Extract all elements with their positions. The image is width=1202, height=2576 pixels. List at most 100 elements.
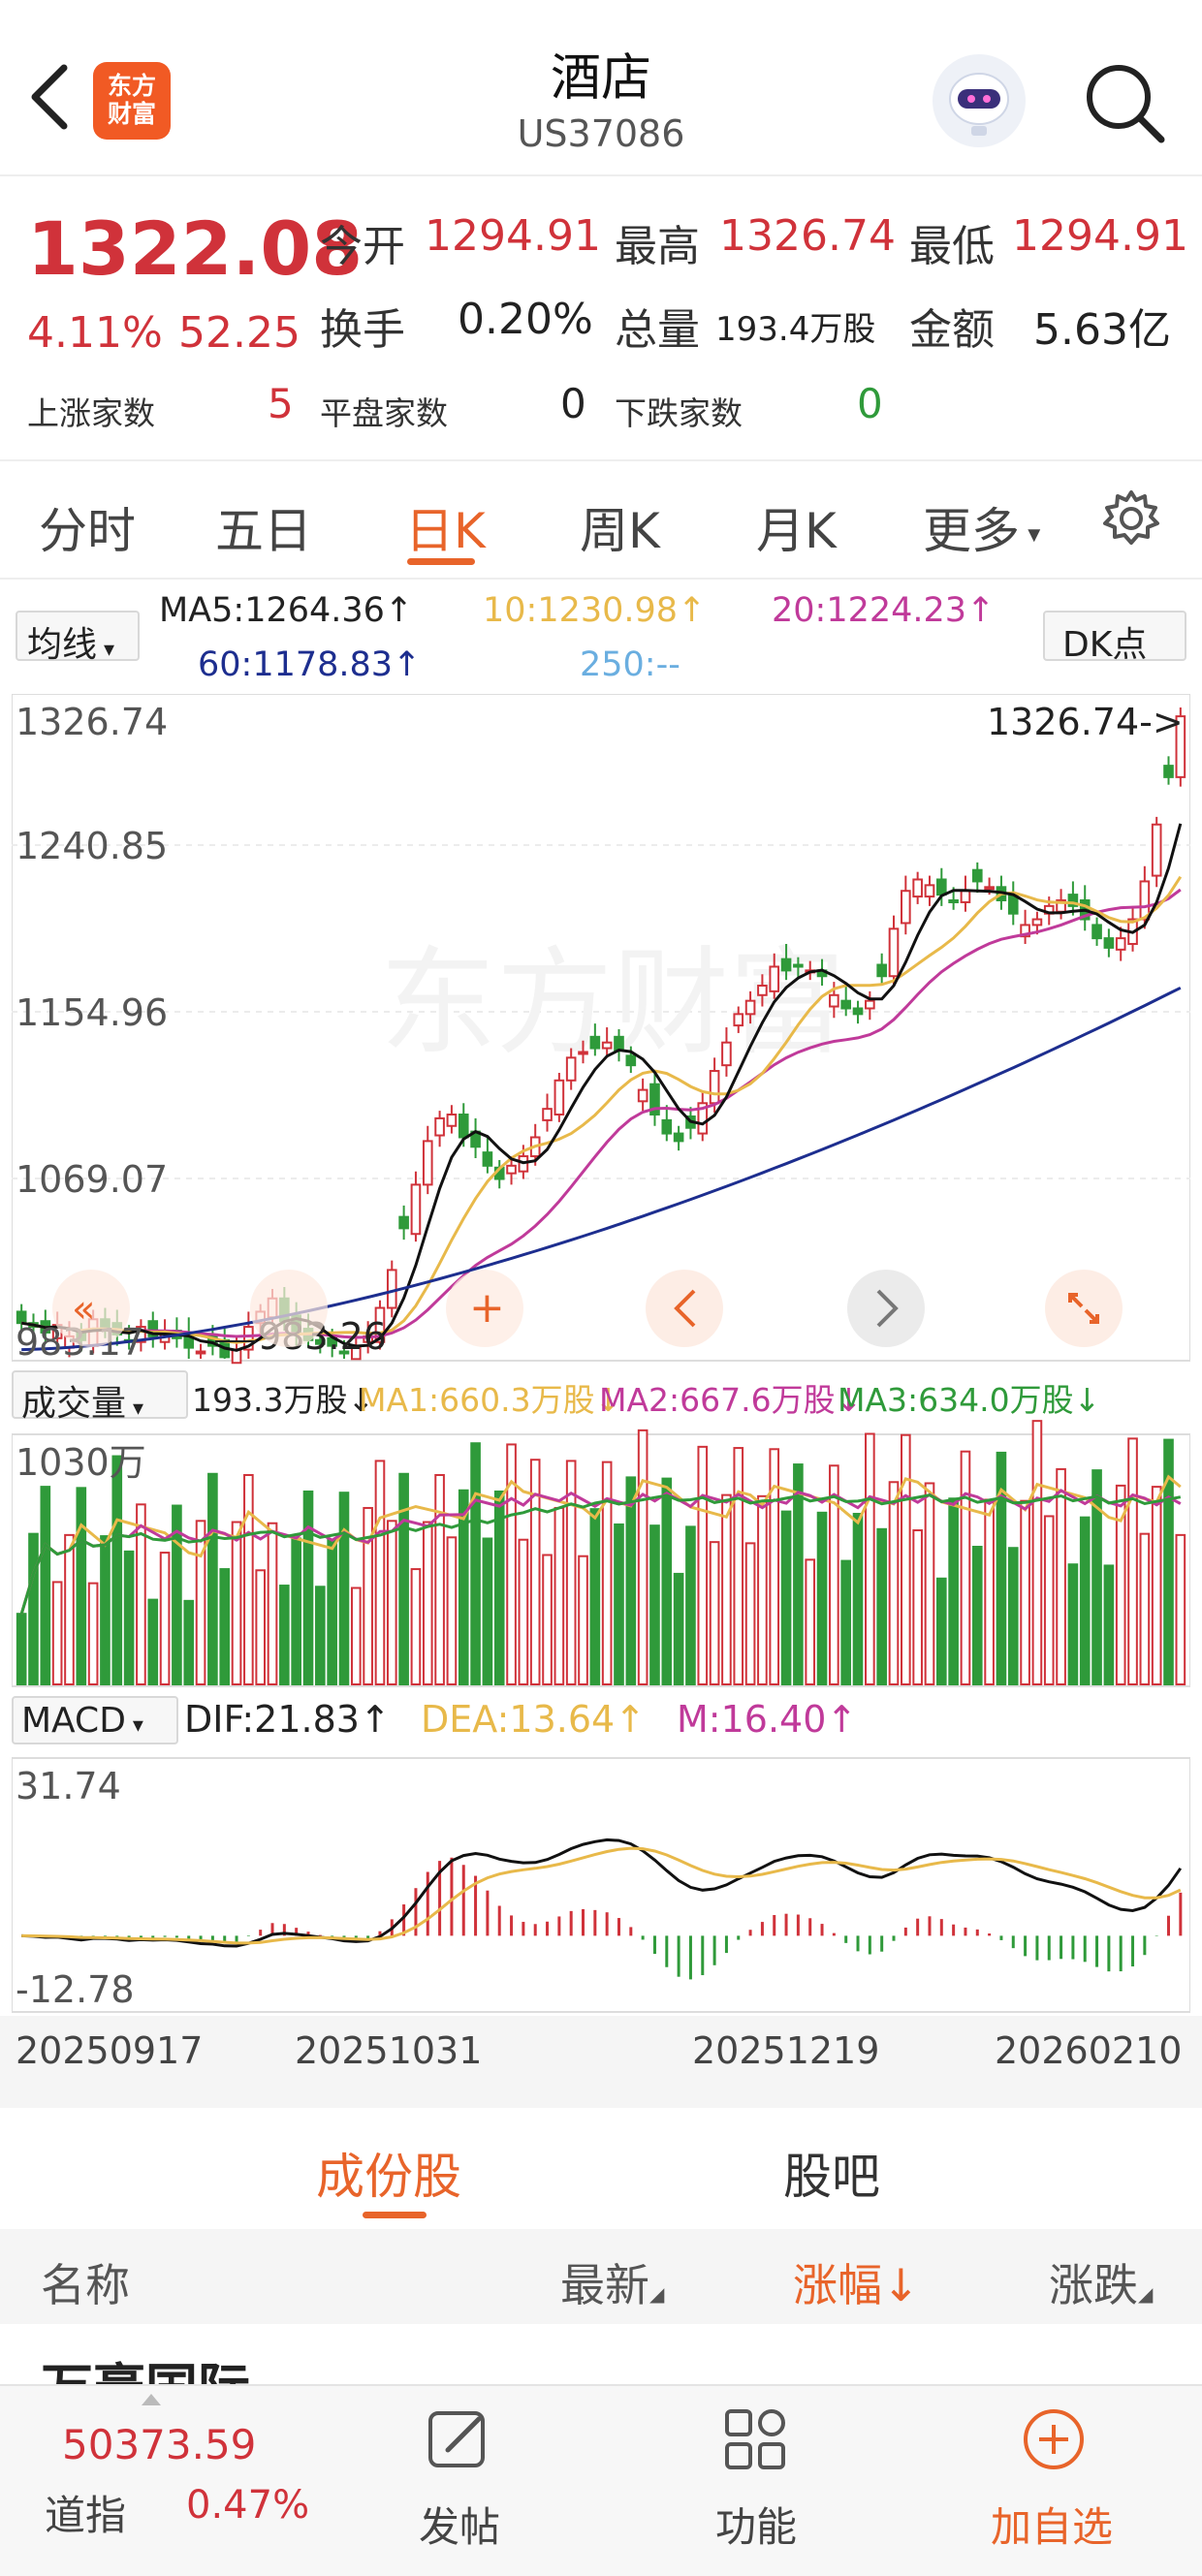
volume-bar xyxy=(554,1506,565,1686)
volume-bar xyxy=(172,1504,182,1686)
volume-bar xyxy=(1103,1564,1115,1685)
volume-bar xyxy=(1007,1547,1019,1686)
col-change[interactable]: 涨跌◢ xyxy=(1049,2250,1153,2314)
rewind-button[interactable] xyxy=(52,1270,130,1347)
candle-body xyxy=(589,1035,601,1050)
col-change-label: 涨跌 xyxy=(1049,2259,1138,2311)
zoom-in-button[interactable] xyxy=(446,1270,523,1347)
col-name[interactable]: 名称 xyxy=(41,2259,130,2311)
volume-bar xyxy=(410,1568,422,1685)
settings-gear-icon[interactable] xyxy=(1099,487,1163,550)
candle-body xyxy=(482,1151,493,1167)
volume-bar xyxy=(649,1524,660,1685)
change-percent: 4.11% xyxy=(27,308,163,358)
volume-bar xyxy=(948,1497,959,1686)
high-label: 最高 xyxy=(615,222,700,271)
zoom-out-button[interactable] xyxy=(250,1270,328,1347)
tab-constituents[interactable]: 成份股 xyxy=(316,2149,461,2205)
prev-button[interactable] xyxy=(646,1270,723,1347)
post-edit-icon[interactable] xyxy=(425,2405,492,2473)
volume-bar xyxy=(1020,1499,1030,1686)
volume-label: 总量 xyxy=(615,305,700,355)
search-icon[interactable] xyxy=(1076,54,1173,151)
candle-body xyxy=(971,868,983,883)
volume-bar xyxy=(1151,1486,1162,1686)
candle-body xyxy=(637,1088,648,1103)
tab-forum[interactable]: 股吧 xyxy=(783,2149,880,2205)
candle-body xyxy=(338,1350,350,1355)
volume-bar xyxy=(482,1537,493,1686)
amount-value: 5.63亿 xyxy=(1033,305,1171,355)
volume-bar xyxy=(625,1476,637,1686)
tab-more[interactable]: 更多 ▾ xyxy=(923,492,1040,562)
volume-bar xyxy=(363,1506,373,1686)
dk-point-button[interactable]: DK点 xyxy=(1043,611,1186,665)
lower-tabs-bar xyxy=(0,2109,1202,2229)
function-grid-icon[interactable] xyxy=(721,2405,789,2473)
function-label[interactable]: 功能 xyxy=(715,2503,798,2551)
back-arrow-icon[interactable] xyxy=(21,58,79,136)
volume-bar xyxy=(315,1586,326,1686)
tab-monthly-k[interactable]: 月K xyxy=(756,503,837,559)
tab-weekly-k[interactable]: 周K xyxy=(580,503,660,559)
tab-daily-k[interactable]: 日K xyxy=(405,503,486,559)
candle-body xyxy=(506,1164,517,1175)
candle-body xyxy=(829,993,839,1008)
app-logo[interactable]: 东方财富 xyxy=(93,62,171,140)
candle-body xyxy=(924,884,935,898)
volume-ma2: MA2:667.6万股↓ xyxy=(599,1381,863,1419)
candle-body xyxy=(136,1326,146,1343)
turnover-value: 0.20% xyxy=(458,295,593,344)
volume-bar xyxy=(506,1443,517,1685)
volume-bar xyxy=(16,1613,27,1685)
next-button[interactable] xyxy=(847,1270,925,1347)
index-value[interactable]: 50373.59 xyxy=(62,2421,257,2468)
down-count-label: 下跌家数 xyxy=(615,394,743,432)
candle-body xyxy=(793,963,804,968)
dropdown-arrow-icon: ▾ xyxy=(1020,519,1041,550)
index-name[interactable]: 道指 xyxy=(45,2492,127,2539)
candle-body xyxy=(744,999,756,1016)
volume-bar xyxy=(51,1581,63,1686)
volume-bar xyxy=(255,1569,267,1685)
volume-bar xyxy=(338,1492,350,1685)
volume-bar xyxy=(852,1513,864,1685)
ma-selector[interactable]: 均线 ▾ xyxy=(16,611,140,665)
expand-caret-icon[interactable] xyxy=(142,2394,161,2405)
candle-body xyxy=(709,1070,720,1105)
volume-bar xyxy=(578,1555,588,1685)
col-latest[interactable]: 最新◢ xyxy=(560,2250,664,2314)
tab-more-label: 更多 xyxy=(923,503,1020,559)
post-label[interactable]: 发帖 xyxy=(419,2503,501,2551)
fullscreen-button[interactable] xyxy=(1045,1270,1123,1347)
ma20-line xyxy=(20,888,1182,1339)
candle-body xyxy=(434,1116,445,1137)
assistant-robot-icon[interactable] xyxy=(933,54,1026,147)
tab-five-day[interactable]: 五日 xyxy=(215,503,312,559)
y-tick-1: 1326.74 xyxy=(16,701,168,743)
add-watchlist-icon[interactable] xyxy=(1020,2405,1088,2473)
volume-bar xyxy=(1175,1533,1186,1685)
down-count: 0 xyxy=(857,380,883,427)
candle-body xyxy=(374,1306,386,1343)
sort-icon: ◢ xyxy=(649,2282,665,2306)
low-label: 最低 xyxy=(909,222,995,271)
candle-body xyxy=(721,1041,732,1067)
macd-selector[interactable]: MACD ▾ xyxy=(12,1696,178,1744)
candle-body xyxy=(1031,918,1043,927)
ma5-value: MA5:1264.36↑ xyxy=(159,591,414,630)
col-change-pct[interactable]: 涨幅↓ xyxy=(793,2259,920,2311)
volume-bar xyxy=(793,1463,804,1685)
volume-selector-label: 成交量 xyxy=(21,1384,127,1424)
macd-lines xyxy=(21,1838,1183,1948)
volume-selector[interactable]: 成交量 ▾ xyxy=(12,1370,188,1424)
index-pct[interactable]: 0.47% xyxy=(186,2483,310,2528)
add-watchlist-label[interactable]: 加自选 xyxy=(991,2503,1114,2551)
dropdown-arrow-icon: ▾ xyxy=(125,1713,143,1738)
k-line-chart[interactable]: 东方财富 1326.74 1240.85 1154.96 1069.07 983… xyxy=(12,694,1190,2330)
candle-body xyxy=(614,1035,624,1052)
volume-bar xyxy=(733,1447,744,1685)
tab-intraday[interactable]: 分时 xyxy=(39,503,136,559)
divider xyxy=(0,459,1202,461)
candle-body xyxy=(350,1346,362,1361)
